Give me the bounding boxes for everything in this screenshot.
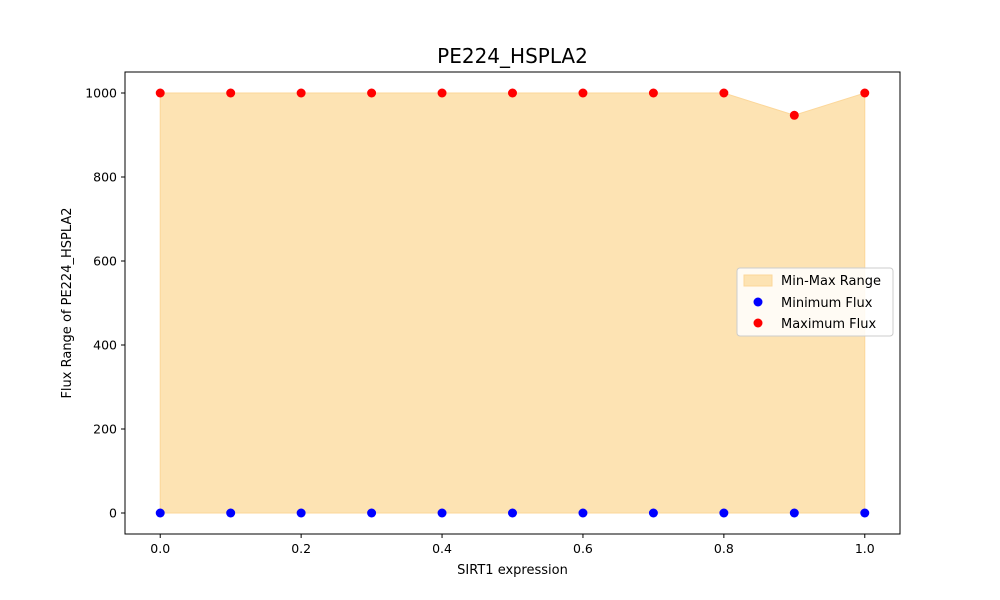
y-tick-label: 800 xyxy=(93,170,117,185)
minimum-flux-point xyxy=(789,508,799,518)
maximum-flux-point xyxy=(648,88,658,98)
minimum-flux-point xyxy=(367,508,377,518)
x-axis-label: SIRT1 expression xyxy=(457,563,568,578)
plot-area xyxy=(155,88,870,518)
y-tick-label: 200 xyxy=(93,422,117,437)
legend-label-maximum: Maximum Flux xyxy=(781,317,877,332)
minimum-flux-point xyxy=(578,508,588,518)
minimum-flux-point xyxy=(296,508,306,518)
maximum-flux-point xyxy=(860,88,870,98)
x-tick-label: 0.4 xyxy=(432,541,452,556)
y-tick-label: 400 xyxy=(93,338,117,353)
minimum-flux-point xyxy=(648,508,658,518)
maximum-flux-point xyxy=(719,88,729,98)
chart-title: PE224_HSPLA2 xyxy=(437,44,588,68)
maximum-flux-point xyxy=(296,88,306,98)
y-axis-label: Flux Range of PE224_HSPLA2 xyxy=(60,207,75,398)
y-tick-label: 0 xyxy=(109,506,117,521)
legend: Min-Max Range Minimum Flux Maximum Flux xyxy=(736,267,894,337)
legend-box xyxy=(736,267,894,337)
maximum-flux-point xyxy=(578,88,588,98)
x-tick-label: 0.6 xyxy=(573,541,593,556)
x-tick-label: 0.8 xyxy=(714,541,734,556)
legend-label-minimum: Minimum Flux xyxy=(781,296,873,311)
maximum-flux-point xyxy=(155,88,165,98)
y-tick-label: 600 xyxy=(93,254,117,269)
axes-frame xyxy=(124,71,901,535)
maximum-flux-point xyxy=(226,88,236,98)
axes: 0.0 0.2 0.4 0.6 0.8 1.0 0 200 400 600 800 1000 xyxy=(85,71,901,556)
minimum-flux-point xyxy=(719,508,729,518)
maximum-flux-point xyxy=(367,88,377,98)
legend-swatch-range xyxy=(743,274,773,287)
maximum-flux-point xyxy=(437,88,447,98)
legend-marker-maximum xyxy=(753,318,763,328)
minimum-flux-point xyxy=(226,508,236,518)
x-tick-label: 0.0 xyxy=(150,541,170,556)
minimum-flux-point xyxy=(508,508,517,518)
legend-label-range: Min-Max Range xyxy=(781,274,881,289)
minimum-flux-point xyxy=(155,508,165,518)
x-tick-label: 1.0 xyxy=(855,541,875,556)
minimum-flux-point xyxy=(860,508,870,518)
y-tick-label: 1000 xyxy=(85,86,117,101)
minimum-flux-point xyxy=(437,508,447,518)
maximum-flux-point xyxy=(789,110,799,120)
legend-marker-minimum xyxy=(753,297,763,307)
x-tick-label: 0.2 xyxy=(291,541,311,556)
maximum-flux-point xyxy=(508,88,517,98)
